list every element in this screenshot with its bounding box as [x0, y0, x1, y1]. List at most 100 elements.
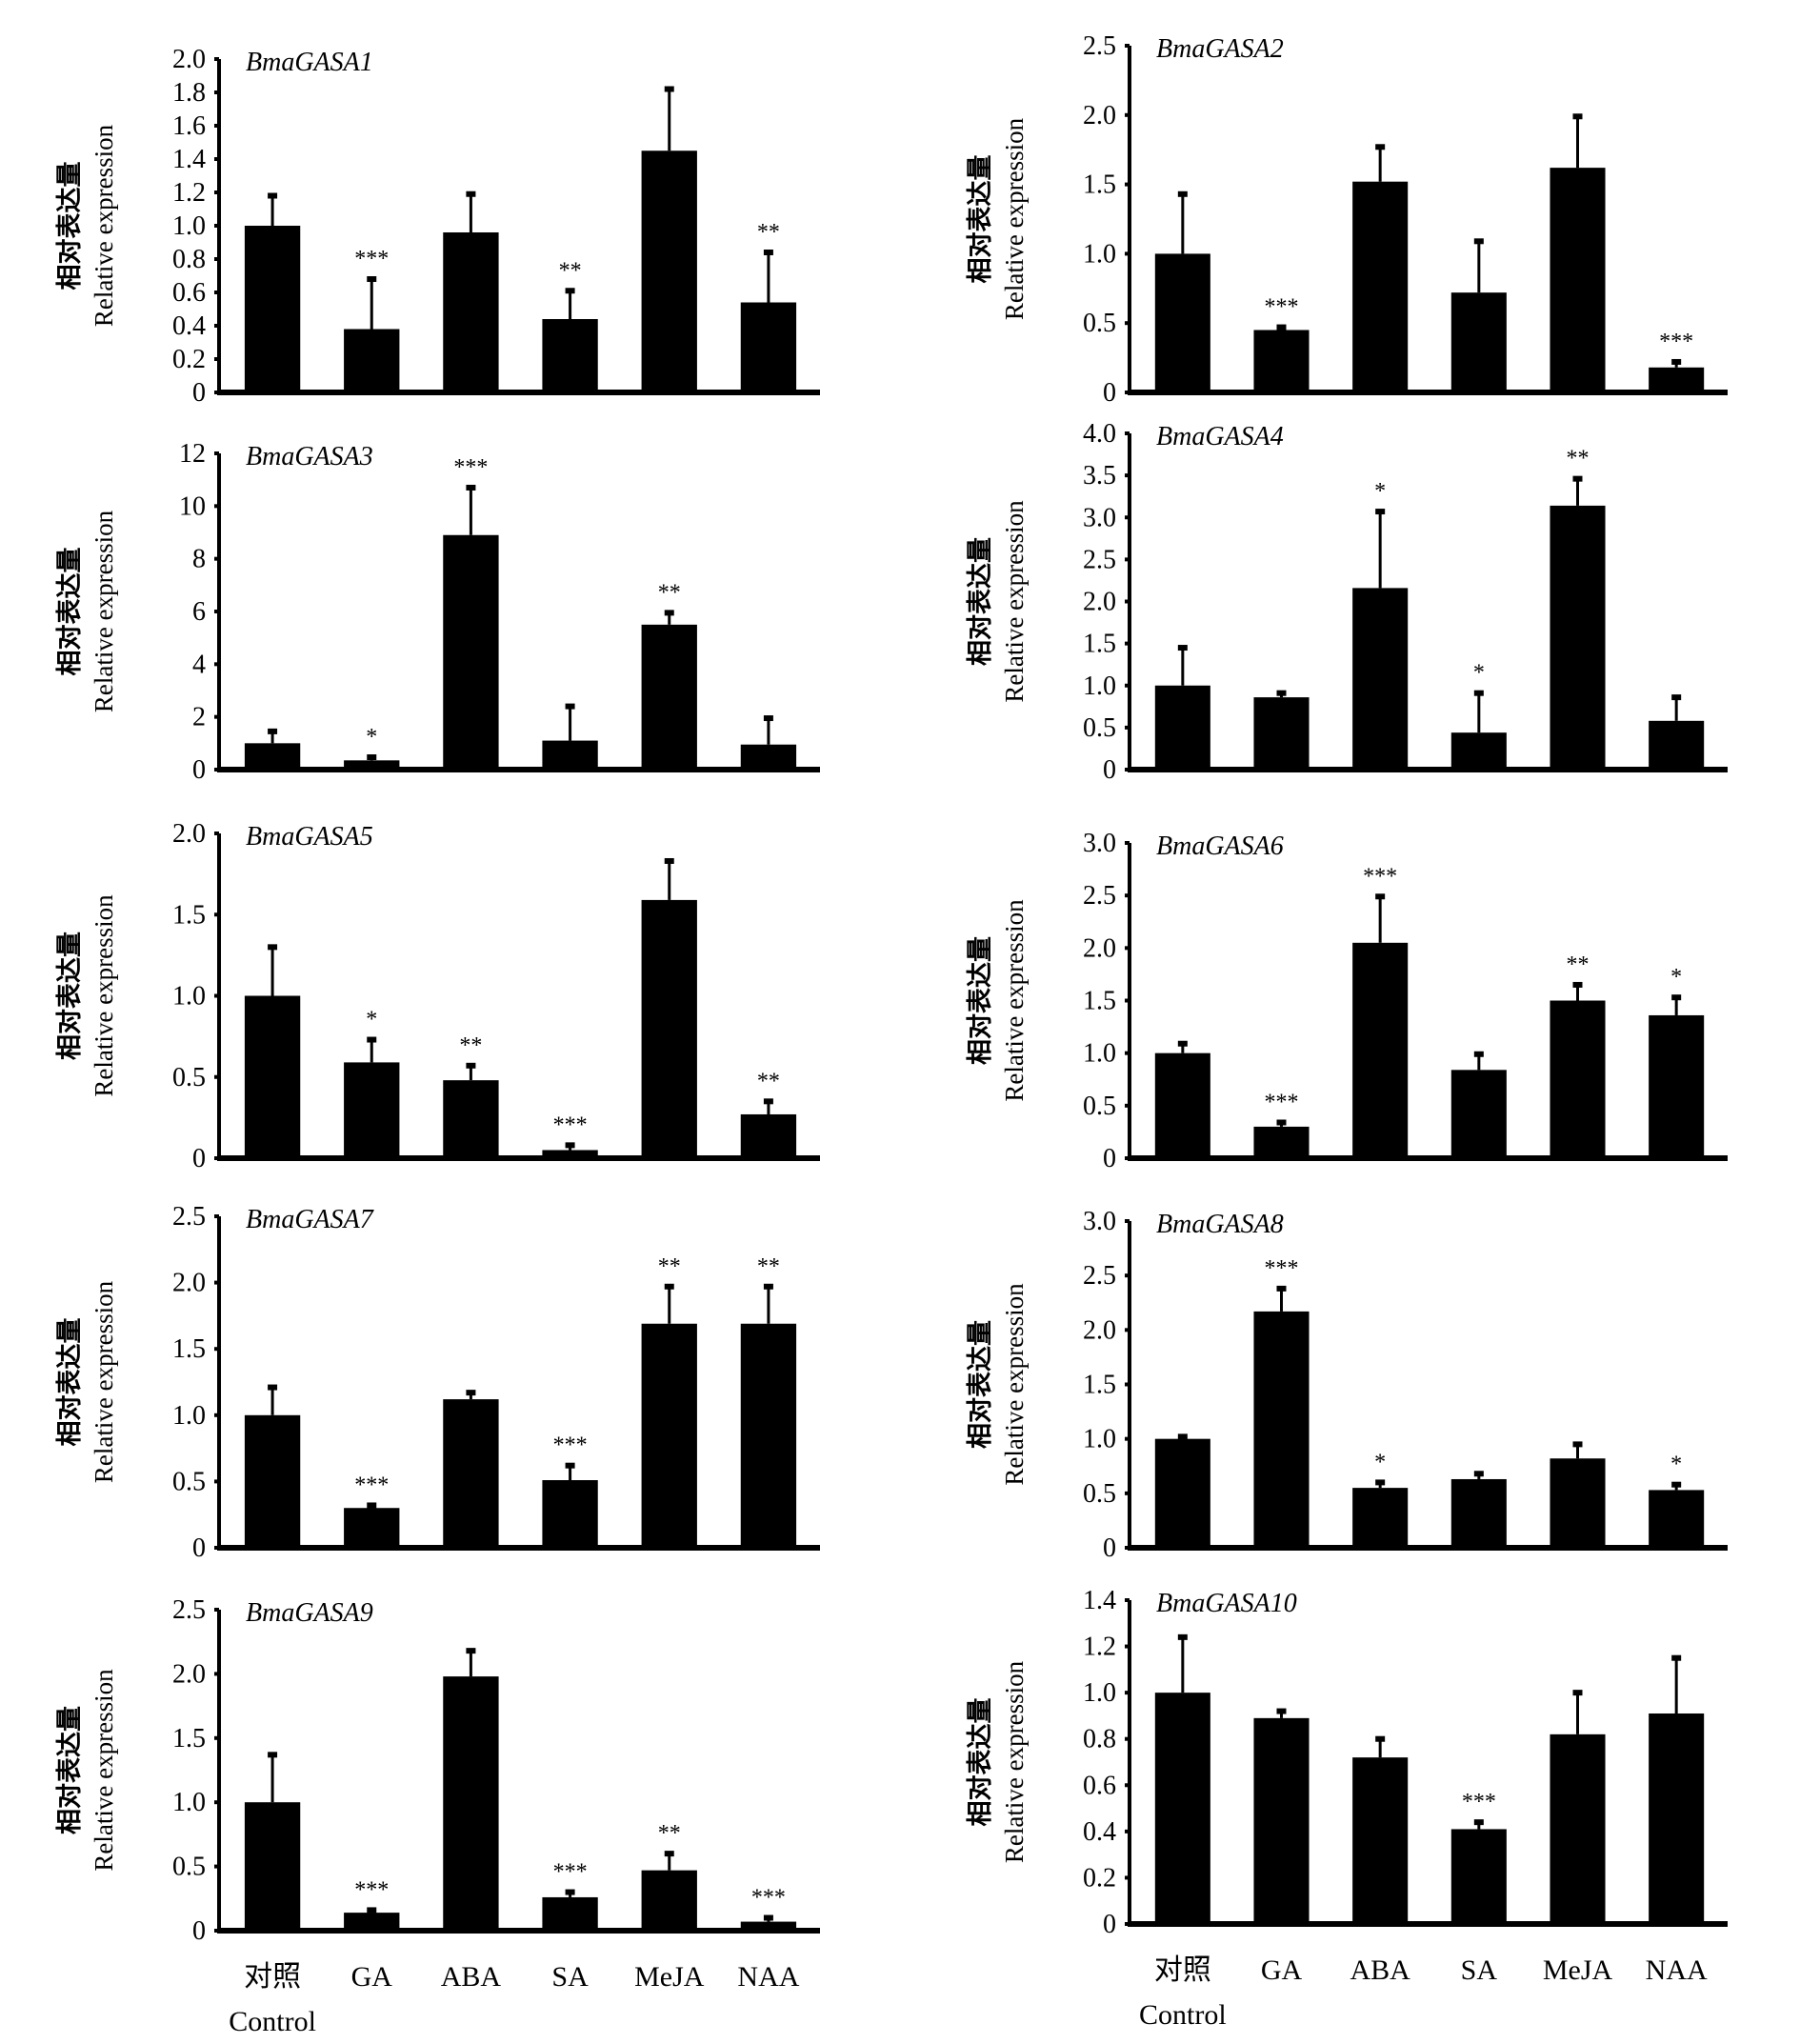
x-category-label: 对照: [244, 1961, 301, 1993]
x-category-label: 对照: [1154, 1954, 1211, 1986]
x-category-sublabel-control: Control: [1139, 1999, 1227, 2031]
x-category-label: ABA: [1350, 1954, 1410, 1986]
bar-bmagasa6-4: [1550, 1000, 1606, 1158]
error-cap: [1375, 144, 1386, 150]
y-tick-label: 0: [1103, 1144, 1116, 1173]
error-cap: [1375, 1735, 1386, 1742]
bar-bmagasa1-3: [542, 319, 598, 392]
error-cap: [466, 484, 476, 491]
y-tick-label: 1.5: [1083, 630, 1116, 659]
panel-bmagasa5: 0 0.5 1.0 1.5 2.0 BmaGASA5 相对表达量 Relative expre…: [55, 819, 820, 1173]
error-cap: [367, 1036, 377, 1043]
y-axis-label-en: Relative expression: [1000, 1660, 1029, 1863]
error-cap: [367, 1907, 377, 1914]
y-tick-label: 1.5: [172, 1334, 206, 1364]
panel-title: BmaGASA7: [246, 1205, 374, 1234]
error-cap: [664, 86, 674, 92]
error-cap: [565, 703, 575, 710]
bar-bmagasa10-4: [1550, 1733, 1606, 1924]
error-cap: [664, 610, 674, 616]
bar-bmagasa7-0: [244, 1414, 301, 1548]
y-axis-label-en: Relative expression: [90, 894, 118, 1097]
error-cap: [1572, 1441, 1583, 1448]
y-tick-label: 2.5: [1083, 31, 1116, 61]
y-tick-label: 0.4: [1083, 1817, 1116, 1847]
bar-bmagasa1-1: [344, 329, 400, 392]
y-tick-label: 0.5: [1083, 1479, 1116, 1509]
bar-bmagasa4-3: [1450, 732, 1507, 770]
error-cap: [1177, 1433, 1188, 1440]
y-tick-label: 1.0: [1083, 239, 1116, 269]
significance-mark: *: [1374, 479, 1386, 504]
bar-bmagasa2-0: [1154, 253, 1210, 392]
y-tick-label: 0.5: [1083, 309, 1116, 338]
bar-bmagasa4-2: [1352, 588, 1409, 770]
bar-bmagasa2-1: [1253, 330, 1310, 392]
y-tick-label: 0: [192, 378, 206, 408]
bar-bmagasa8-5: [1649, 1490, 1705, 1548]
x-category-label: NAA: [1646, 1954, 1708, 1986]
error-cap: [664, 857, 674, 864]
bar-bmagasa4-0: [1154, 685, 1210, 770]
error-cap: [664, 1851, 674, 1857]
bar-bmagasa10-3: [1450, 1829, 1507, 1924]
significance-mark: ***: [1265, 1090, 1299, 1114]
y-tick-label: 12: [179, 439, 206, 469]
panel-bmagasa10: 0 0.2 0.4 0.6 0.8 1.0 1.2 1.4 BmaGASA10 相对表达量 Rela…: [966, 1586, 1728, 2031]
y-tick-label: 2.0: [172, 1659, 206, 1689]
y-tick-label: 1.0: [172, 1788, 206, 1817]
y-tick-label: 1.0: [1083, 1425, 1116, 1454]
y-tick-label: 1.0: [172, 211, 206, 241]
bar-bmagasa1-4: [641, 150, 697, 392]
significance-mark: ***: [1363, 864, 1397, 889]
y-tick-label: 2.5: [1083, 545, 1116, 574]
y-tick-label: 1.6: [172, 111, 206, 141]
significance-mark: **: [757, 1069, 780, 1093]
y-tick-label: 0.6: [1083, 1771, 1116, 1800]
y-axis-label-cn: 相对表达量: [966, 1320, 994, 1449]
bar-bmagasa7-5: [740, 1323, 797, 1548]
error-cap: [1572, 113, 1583, 120]
bar-bmagasa3-0: [244, 743, 301, 770]
bar-bmagasa10-1: [1253, 1717, 1310, 1924]
error-cap: [1572, 1690, 1583, 1696]
error-cap: [1473, 238, 1484, 245]
y-tick-label: 2.0: [172, 1269, 206, 1298]
bar-bmagasa1-2: [443, 232, 499, 392]
error-cap: [466, 190, 476, 197]
y-tick-label: 0: [192, 1533, 206, 1563]
bar-bmagasa2-2: [1352, 181, 1409, 392]
y-tick-label: 1.4: [172, 145, 206, 174]
error-cap: [1177, 1633, 1188, 1640]
error-cap: [1473, 1819, 1484, 1826]
bar-bmagasa8-0: [1154, 1438, 1210, 1548]
panel-title: BmaGASA1: [246, 48, 373, 77]
error-cap: [268, 192, 278, 199]
bar-bmagasa4-4: [1550, 505, 1606, 770]
bar-bmagasa7-3: [542, 1480, 598, 1548]
x-category-label: MeJA: [1543, 1954, 1613, 1986]
y-tick-label: 0: [1103, 755, 1116, 785]
bar-bmagasa8-4: [1550, 1458, 1606, 1548]
bar-bmagasa5-1: [344, 1062, 400, 1158]
y-tick-label: 1.5: [1083, 1371, 1116, 1400]
x-category-label: NAA: [737, 1961, 799, 1993]
error-cap: [1671, 694, 1682, 701]
y-tick-label: 0.5: [1083, 713, 1116, 743]
x-category-label: ABA: [441, 1961, 502, 1993]
y-tick-label: 2.5: [1083, 881, 1116, 911]
significance-mark: ***: [354, 247, 389, 271]
error-cap: [466, 1648, 476, 1654]
bar-bmagasa10-5: [1649, 1713, 1705, 1924]
bar-bmagasa3-5: [740, 744, 797, 770]
y-tick-label: 2.5: [1083, 1261, 1116, 1291]
significance-mark: **: [757, 220, 780, 245]
error-cap: [367, 276, 377, 282]
error-cap: [763, 1914, 773, 1921]
y-axis-label-cn: 相对表达量: [55, 932, 84, 1060]
error-cap: [1572, 475, 1583, 482]
bar-bmagasa9-0: [244, 1802, 301, 1931]
y-axis-label-cn: 相对表达量: [966, 936, 994, 1065]
significance-mark: ***: [1265, 1256, 1299, 1281]
